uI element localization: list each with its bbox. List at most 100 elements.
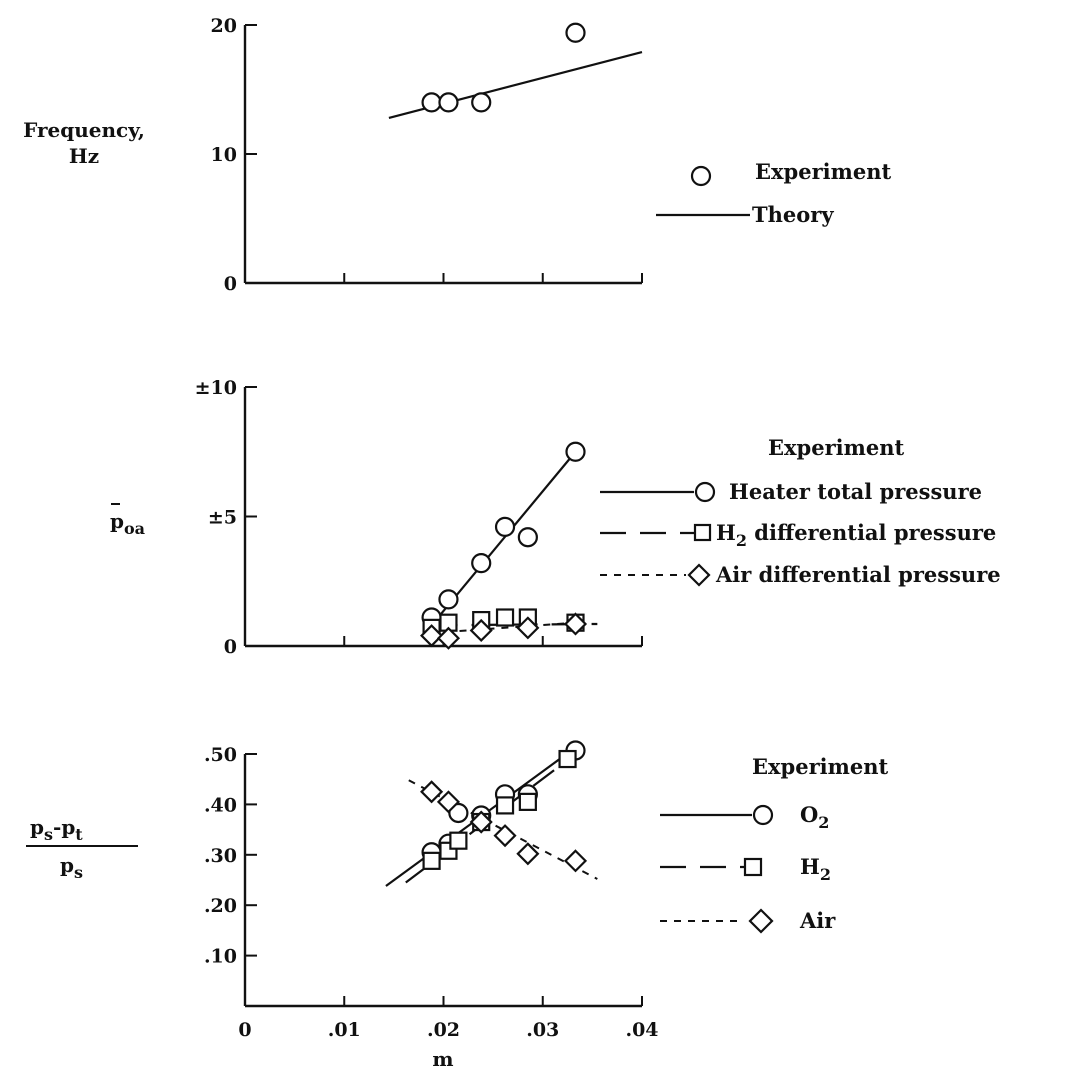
ylabel-pt: p (61, 815, 75, 839)
y-tick-label: 20 (211, 15, 237, 37)
x-tick-label: .02 (427, 1019, 460, 1041)
frequency-legend: Experiment Theory (656, 159, 891, 227)
square-marker-point (558, 749, 577, 769)
legend-theory-label: Theory (752, 202, 834, 227)
y-tick-label: .20 (204, 895, 237, 917)
diamond-marker-point (516, 842, 540, 866)
ratio-axes (243, 753, 643, 1008)
legend-h2-ratio-H: H (800, 854, 820, 879)
fit-line-series-1 (405, 753, 577, 884)
x-tick-label: .04 (625, 1019, 658, 1041)
circle-marker-point (494, 516, 516, 537)
diamond-marker-point (436, 790, 461, 814)
diamond-marker-point (563, 849, 588, 873)
ratio-markers (420, 740, 588, 873)
circle-marker-point (517, 527, 538, 548)
ratio-fit-lines (385, 746, 598, 887)
ylabel-denominator-subscript: s (74, 863, 83, 882)
x-tick-label: .01 (328, 1019, 361, 1041)
ylabel-ps-subscript: s (44, 825, 53, 844)
ratio-tick-labels: .10 .20 .30 .40 .50 0 .01 .02 .03 .04 (204, 744, 659, 1041)
diamond-marker-point (420, 780, 444, 804)
pressure-amplitude-panel: 0 ±5 ±10 poa Experiment Heater total press… (110, 377, 1001, 658)
pressure-fit-lines (430, 451, 598, 635)
legend-h2-subscript: 2 (736, 531, 747, 550)
circle-marker-point (565, 441, 586, 462)
circle-marker-point (438, 92, 459, 113)
pressure-legend-title: Experiment (768, 435, 904, 460)
legend-air-label: Air differential pressure (715, 562, 1001, 587)
pressure-ratio-panel: .10.20.30.40.500.01.02.03.04 ps-pt ps m … (26, 740, 888, 1071)
frequency-panel: 0 10 20 Frequency, Hz Experiment Theory (23, 15, 891, 295)
legend-h2-H: H (716, 520, 736, 545)
ylabel-oa-subscript: oa (124, 519, 145, 538)
ratio-legend: Experiment O2 H2 Air (660, 754, 888, 934)
y-tick-label: .10 (204, 946, 237, 968)
circle-marker-point (565, 22, 586, 43)
square-marker-point (495, 608, 515, 627)
ylabel-ps: p (30, 815, 44, 839)
diamond-marker-point (469, 618, 493, 643)
x-tick-label: .03 (526, 1019, 559, 1041)
square-marker-point (518, 792, 537, 811)
legend-air-ratio-label: Air (799, 908, 836, 933)
legend-experiment-label: Experiment (755, 159, 891, 184)
legend-o2-O: O (800, 802, 818, 827)
svg-text:H2: H2 (800, 854, 831, 884)
frequency-tick-labels: 0 10 20 (211, 15, 237, 295)
y-tick-label: 10 (211, 144, 237, 166)
diamond-marker-point (516, 616, 540, 640)
x-axis-label: m (432, 1047, 453, 1071)
diamond-marker-point (469, 810, 493, 834)
pressure-ylabel: poa (110, 503, 145, 538)
pressure-markers (420, 441, 588, 650)
pressure-legend: Experiment Heater total pressure H2 diff… (600, 435, 1001, 587)
legend-h2-ratio-subscript: 2 (820, 865, 831, 884)
ylabel-minus: - (53, 815, 61, 839)
svg-text:H2 differential pressure: H2 differential pressure (716, 520, 996, 550)
fit-line-series-2 (431, 621, 576, 635)
frequency-ylabel: Frequency, (23, 118, 145, 142)
ylabel-p: p (110, 509, 124, 533)
frequency-ylabel-unit: Hz (69, 144, 99, 168)
y-tick-label: 0 (224, 273, 237, 295)
legend-h2-square-marker (693, 523, 712, 542)
diamond-marker-point (436, 626, 461, 650)
svg-text:poa: poa (110, 509, 145, 538)
ylabel-denominator-p: p (60, 853, 74, 877)
ylabel-pt-subscript: t (75, 825, 83, 844)
pressure-tick-labels: 0 ±5 ±10 (195, 377, 237, 658)
svg-text:ps: ps (60, 853, 83, 882)
square-marker-point (449, 831, 468, 850)
svg-text:O2: O2 (800, 802, 829, 832)
svg-text:ps-pt: ps-pt (30, 815, 83, 844)
legend-heater-circle-marker (694, 481, 716, 503)
ratio-ylabel: ps-pt ps (26, 815, 138, 882)
legend-o2-circle-marker (752, 804, 774, 826)
y-tick-label: ±10 (195, 377, 237, 399)
circle-marker-point (448, 802, 469, 824)
square-marker-point (422, 851, 441, 870)
legend-h2-rest: differential pressure (747, 520, 996, 545)
circle-marker-point (438, 589, 459, 610)
y-tick-label: .30 (204, 845, 237, 867)
y-tick-label: 0 (224, 636, 237, 658)
circle-marker-point (471, 553, 492, 574)
diamond-marker-point (493, 824, 517, 848)
circle-marker-point (421, 92, 442, 113)
frequency-axes (243, 24, 643, 285)
legend-air-diamond-marker (687, 563, 711, 587)
frequency-markers (421, 22, 586, 113)
square-marker-point (495, 796, 515, 815)
diamond-marker-point (563, 612, 588, 636)
y-tick-label: .50 (204, 744, 237, 766)
legend-h2-ratio-square-marker (743, 857, 763, 877)
y-tick-label: .40 (204, 794, 237, 816)
legend-air-ratio-diamond-marker (748, 908, 774, 934)
legend-heater-label: Heater total pressure (729, 479, 982, 504)
legend-o2-subscript: 2 (818, 813, 829, 832)
legend-experiment-circle-marker (690, 165, 712, 187)
ratio-legend-title: Experiment (752, 754, 888, 779)
circle-marker-point (471, 92, 492, 113)
